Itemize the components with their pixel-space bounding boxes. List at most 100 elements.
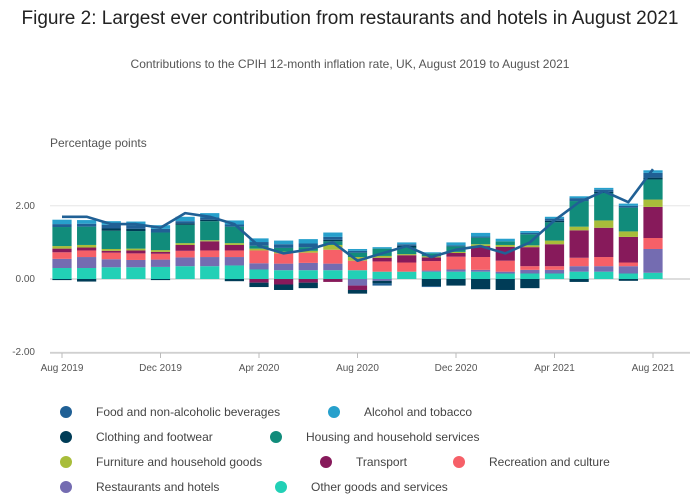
bar-housing — [569, 201, 589, 227]
bar-food — [249, 242, 269, 246]
bar-housing — [618, 207, 638, 232]
bar-restaurants — [200, 257, 220, 267]
bar-food — [520, 232, 540, 235]
x-tick-label: Dec 2019 — [139, 363, 182, 374]
bar-food — [643, 172, 663, 178]
legend-swatch-recreation — [453, 456, 465, 468]
bar-clothing — [200, 219, 220, 222]
bar-furniture — [224, 243, 244, 245]
bar-furniture — [347, 257, 368, 261]
bar-restaurants — [347, 279, 368, 286]
legend-swatch-housing — [270, 431, 282, 443]
bar-other — [421, 271, 441, 279]
bar-recreation — [594, 257, 614, 267]
bar-alcohol — [323, 232, 343, 237]
bar-other — [471, 271, 491, 279]
bar-food — [298, 243, 318, 248]
bar-restaurants — [372, 279, 392, 281]
legend-item-food: Food and non-alcoholic beverages — [60, 405, 280, 419]
bar-transport — [274, 279, 294, 285]
bar-restaurants — [594, 266, 614, 272]
bar-transport — [224, 244, 244, 251]
legend-label: Recreation and culture — [489, 455, 610, 469]
bar-recreation — [569, 257, 589, 267]
bar-food — [126, 225, 146, 229]
x-tick-label: Apr 2021 — [534, 363, 575, 374]
bar-alcohol — [249, 238, 269, 243]
bar-other — [298, 270, 318, 279]
bar-alcohol — [495, 238, 515, 242]
bar-alcohol — [471, 232, 491, 237]
legend-label: Clothing and footwear — [96, 430, 213, 444]
bar-furniture — [495, 244, 515, 247]
bar-transport — [372, 257, 392, 262]
bar-transport — [421, 257, 441, 262]
x-tick-label: Aug 2020 — [336, 363, 379, 374]
bar-clothing — [298, 282, 318, 289]
bar-housing — [520, 234, 540, 246]
legend-label: Transport — [356, 455, 407, 469]
bar-furniture — [298, 250, 318, 253]
bar-restaurants — [446, 269, 466, 272]
bar-transport — [594, 227, 614, 258]
bar-alcohol — [544, 216, 565, 219]
bar-recreation — [52, 252, 72, 259]
bar-furniture — [150, 250, 171, 252]
chart-subtitle: Contributions to the CPIH 12-month infla… — [130, 57, 570, 71]
bar-food — [372, 283, 392, 286]
bar-other — [446, 271, 466, 279]
y-axis-ticks: 2.00 0.00 -2.00 — [12, 201, 35, 358]
bar-other — [569, 271, 589, 279]
legend-label: Restaurants and hotels — [96, 480, 220, 494]
bar-alcohol — [421, 252, 441, 254]
bar-recreation — [249, 250, 269, 264]
bar-furniture — [397, 254, 417, 256]
bar-alcohol — [298, 239, 318, 244]
legend: Food and non-alcoholic beverages Alcohol … — [60, 405, 680, 501]
x-axis: Aug 2019 Dec 2019 Apr 2020 Aug 2020 Dec 2020… — [41, 352, 690, 374]
bar-clothing — [249, 282, 269, 288]
bar-recreation — [175, 250, 195, 258]
bar-restaurants — [52, 258, 72, 269]
bar-recreation — [643, 238, 663, 249]
bar-housing — [421, 253, 441, 257]
bar-housing — [274, 247, 294, 252]
bar-transport — [150, 251, 171, 254]
x-tick-label: Dec 2020 — [435, 363, 478, 374]
bar-restaurants — [77, 257, 97, 269]
bar-other — [150, 266, 171, 279]
bar-transport — [126, 250, 146, 254]
bar-transport — [347, 285, 368, 290]
bar-restaurants — [224, 257, 244, 266]
y-tick-label: 0.00 — [16, 274, 36, 285]
legend-swatch-clothing — [60, 431, 72, 443]
bar-clothing — [175, 223, 195, 225]
bar-food — [200, 217, 220, 220]
bar-recreation — [347, 260, 368, 271]
bar-housing — [347, 252, 368, 258]
bar-other — [52, 268, 72, 279]
bar-food — [446, 245, 466, 247]
bar-alcohol — [52, 219, 72, 225]
bar-recreation — [126, 253, 146, 260]
legend-swatch-transport — [320, 456, 332, 468]
bar-transport — [249, 279, 269, 283]
bar-furniture — [544, 240, 565, 245]
bar-transport — [544, 244, 565, 267]
bar-alcohol — [175, 216, 195, 222]
bar-food — [101, 224, 121, 229]
bar-furniture — [175, 243, 195, 245]
bar-recreation — [298, 252, 318, 263]
bar-housing — [150, 232, 171, 251]
bar-clothing — [372, 280, 392, 284]
bar-food — [421, 286, 441, 288]
x-tick-label: Apr 2020 — [239, 363, 280, 374]
stacked-bar-chart: 2.000.00-2.00 Aug 2019 Dec 2019 Apr 2020 Au… — [12, 168, 690, 374]
legend-swatch-restaurants — [60, 481, 72, 493]
bar-transport — [397, 255, 417, 263]
bar-alcohol — [347, 248, 368, 251]
bar-restaurants — [298, 262, 318, 271]
bar-housing — [52, 227, 72, 247]
bar-transport — [520, 247, 540, 267]
bar-food — [77, 223, 97, 227]
